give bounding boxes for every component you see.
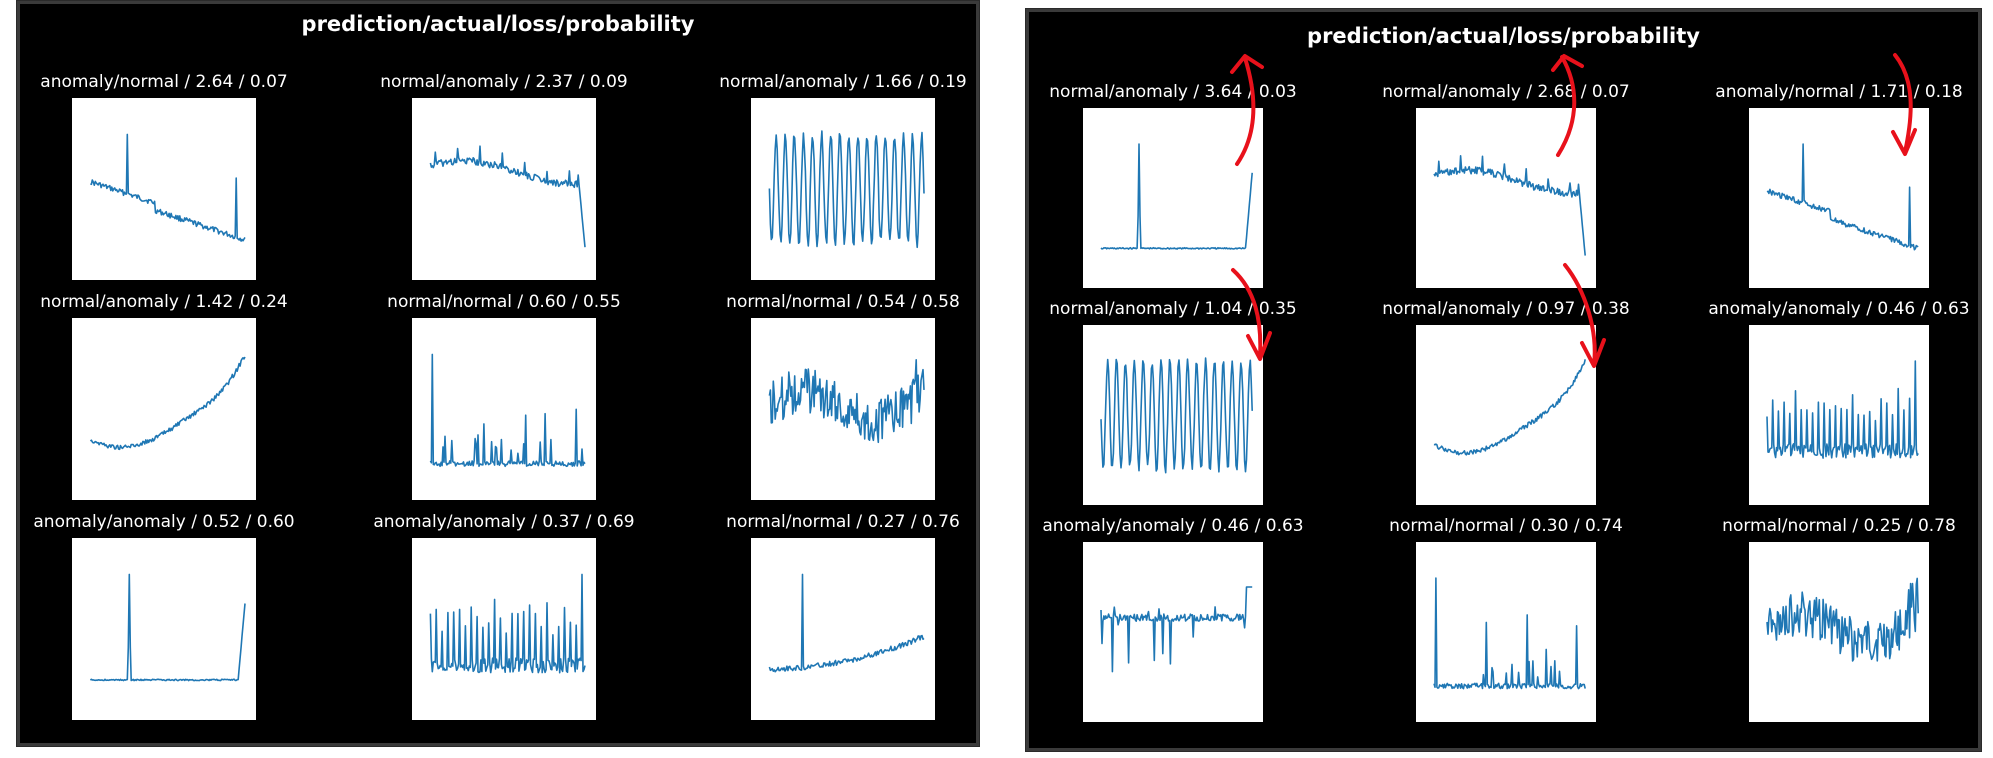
subplot-label: normal/anomaly / 3.64 / 0.03 (1049, 82, 1297, 102)
series-line (1766, 143, 1919, 251)
subplot-svg (90, 133, 246, 242)
subplot: anomaly/anomaly / 0.37 / 0.69 (373, 512, 635, 720)
series-line (1100, 586, 1253, 673)
series-line (90, 133, 246, 242)
plot-area (1416, 542, 1596, 722)
figure-title: prediction/actual/loss/probability (301, 12, 695, 36)
subplot-label: normal/normal / 0.27 / 0.76 (726, 512, 960, 532)
series-line (768, 359, 925, 444)
plot-area (72, 538, 256, 720)
subplot-svg (1766, 360, 1919, 459)
left-figure: prediction/actual/loss/probability anoma… (16, 0, 980, 747)
subplot-label: normal/anomaly / 2.68 / 0.07 (1382, 82, 1630, 102)
series-line (1433, 359, 1586, 456)
subplot-svg (1100, 357, 1253, 474)
subplot-label: normal/normal / 0.25 / 0.78 (1722, 516, 1956, 536)
subplot-svg (429, 353, 586, 468)
series-line (89, 573, 246, 682)
subplot: anomaly/normal / 2.64 / 0.07 (40, 72, 288, 280)
series-line (429, 353, 586, 468)
plot-area (412, 98, 596, 280)
subplot-svg (1766, 143, 1919, 251)
subplot-svg (1433, 359, 1586, 456)
plot-area (412, 538, 596, 720)
series-line (768, 573, 925, 673)
series-line (1433, 155, 1586, 256)
plot-area (1749, 542, 1929, 722)
subplot: normal/anomaly / 2.68 / 0.07 (1382, 82, 1630, 288)
subplot-label: anomaly/anomaly / 0.37 / 0.69 (373, 512, 635, 532)
series-line (1766, 360, 1919, 459)
subplot: normal/normal / 0.25 / 0.78 (1722, 516, 1956, 722)
subplot-label: anomaly/normal / 2.64 / 0.07 (40, 72, 288, 92)
plot-area (751, 98, 935, 280)
subplot-svg (429, 145, 586, 248)
subplot-label: normal/anomaly / 1.04 / 0.35 (1049, 299, 1297, 319)
subplot-label: normal/anomaly / 1.42 / 0.24 (40, 292, 288, 312)
subplot: normal/anomaly / 3.64 / 0.03 (1049, 82, 1297, 288)
subplot: anomaly/anomaly / 0.46 / 0.63 (1042, 516, 1304, 722)
subplot-label: normal/normal / 0.54 / 0.58 (726, 292, 960, 312)
subplot-svg (89, 573, 246, 682)
subplot-svg (1433, 155, 1586, 256)
subplot-svg (1100, 143, 1253, 250)
subplot-svg (1766, 577, 1919, 662)
plot-area (1416, 325, 1596, 505)
subplot-svg (1100, 586, 1253, 673)
subplot: anomaly/anomaly / 0.46 / 0.63 (1708, 299, 1970, 505)
series-line (89, 356, 246, 451)
subplot-svg (429, 573, 586, 674)
subplot-label: normal/normal / 0.30 / 0.74 (1389, 516, 1623, 536)
subplot-label: anomaly/anomaly / 0.52 / 0.60 (33, 512, 295, 532)
subplot-label: normal/anomaly / 0.97 / 0.38 (1382, 299, 1630, 319)
plot-area (1083, 108, 1263, 288)
plot-area (72, 318, 256, 500)
series-line (1433, 577, 1586, 690)
subplot: normal/normal / 0.30 / 0.74 (1389, 516, 1623, 722)
plot-area (751, 318, 935, 500)
plot-area (1083, 542, 1263, 722)
right-figure: prediction/actual/loss/probability norma… (1025, 8, 1982, 752)
plot-area (1083, 325, 1263, 505)
subplot: normal/anomaly / 1.66 / 0.19 (719, 72, 967, 280)
subplot-svg (768, 573, 925, 673)
plot-area (1749, 108, 1929, 288)
subplot-svg (768, 359, 925, 444)
plot-area (751, 538, 935, 720)
subplot-svg (768, 130, 925, 249)
subplot-label: anomaly/anomaly / 0.46 / 0.63 (1042, 516, 1304, 536)
subplot: normal/normal / 0.60 / 0.55 (387, 292, 621, 500)
subplot-svg (89, 356, 246, 451)
plot-area (1416, 108, 1596, 288)
subplot: normal/anomaly / 2.37 / 0.09 (380, 72, 628, 280)
plot-area (412, 318, 596, 500)
series-line (1100, 143, 1253, 250)
series-line (429, 573, 586, 674)
plot-area (72, 98, 256, 280)
subplot-label: normal/anomaly / 1.66 / 0.19 (719, 72, 967, 92)
plot-area (1749, 325, 1929, 505)
series-line (768, 130, 925, 249)
subplot: normal/anomaly / 1.04 / 0.35 (1049, 299, 1297, 505)
series-line (429, 145, 586, 248)
subplot: normal/anomaly / 0.97 / 0.38 (1382, 299, 1630, 505)
subplot-label: anomaly/normal / 1.71 / 0.18 (1715, 82, 1963, 102)
subplot: anomaly/normal / 1.71 / 0.18 (1715, 82, 1963, 288)
subplot: normal/normal / 0.54 / 0.58 (726, 292, 960, 500)
subplot-label: anomaly/anomaly / 0.46 / 0.63 (1708, 299, 1970, 319)
subplot: anomaly/anomaly / 0.52 / 0.60 (33, 512, 295, 720)
subplot-svg (1433, 577, 1586, 690)
series-line (1100, 357, 1253, 474)
figure-title: prediction/actual/loss/probability (1307, 24, 1700, 48)
subplot: normal/normal / 0.27 / 0.76 (726, 512, 960, 720)
subplot-label: normal/normal / 0.60 / 0.55 (387, 292, 621, 312)
subplot: normal/anomaly / 1.42 / 0.24 (40, 292, 288, 500)
subplot-label: normal/anomaly / 2.37 / 0.09 (380, 72, 628, 92)
series-line (1766, 577, 1919, 662)
